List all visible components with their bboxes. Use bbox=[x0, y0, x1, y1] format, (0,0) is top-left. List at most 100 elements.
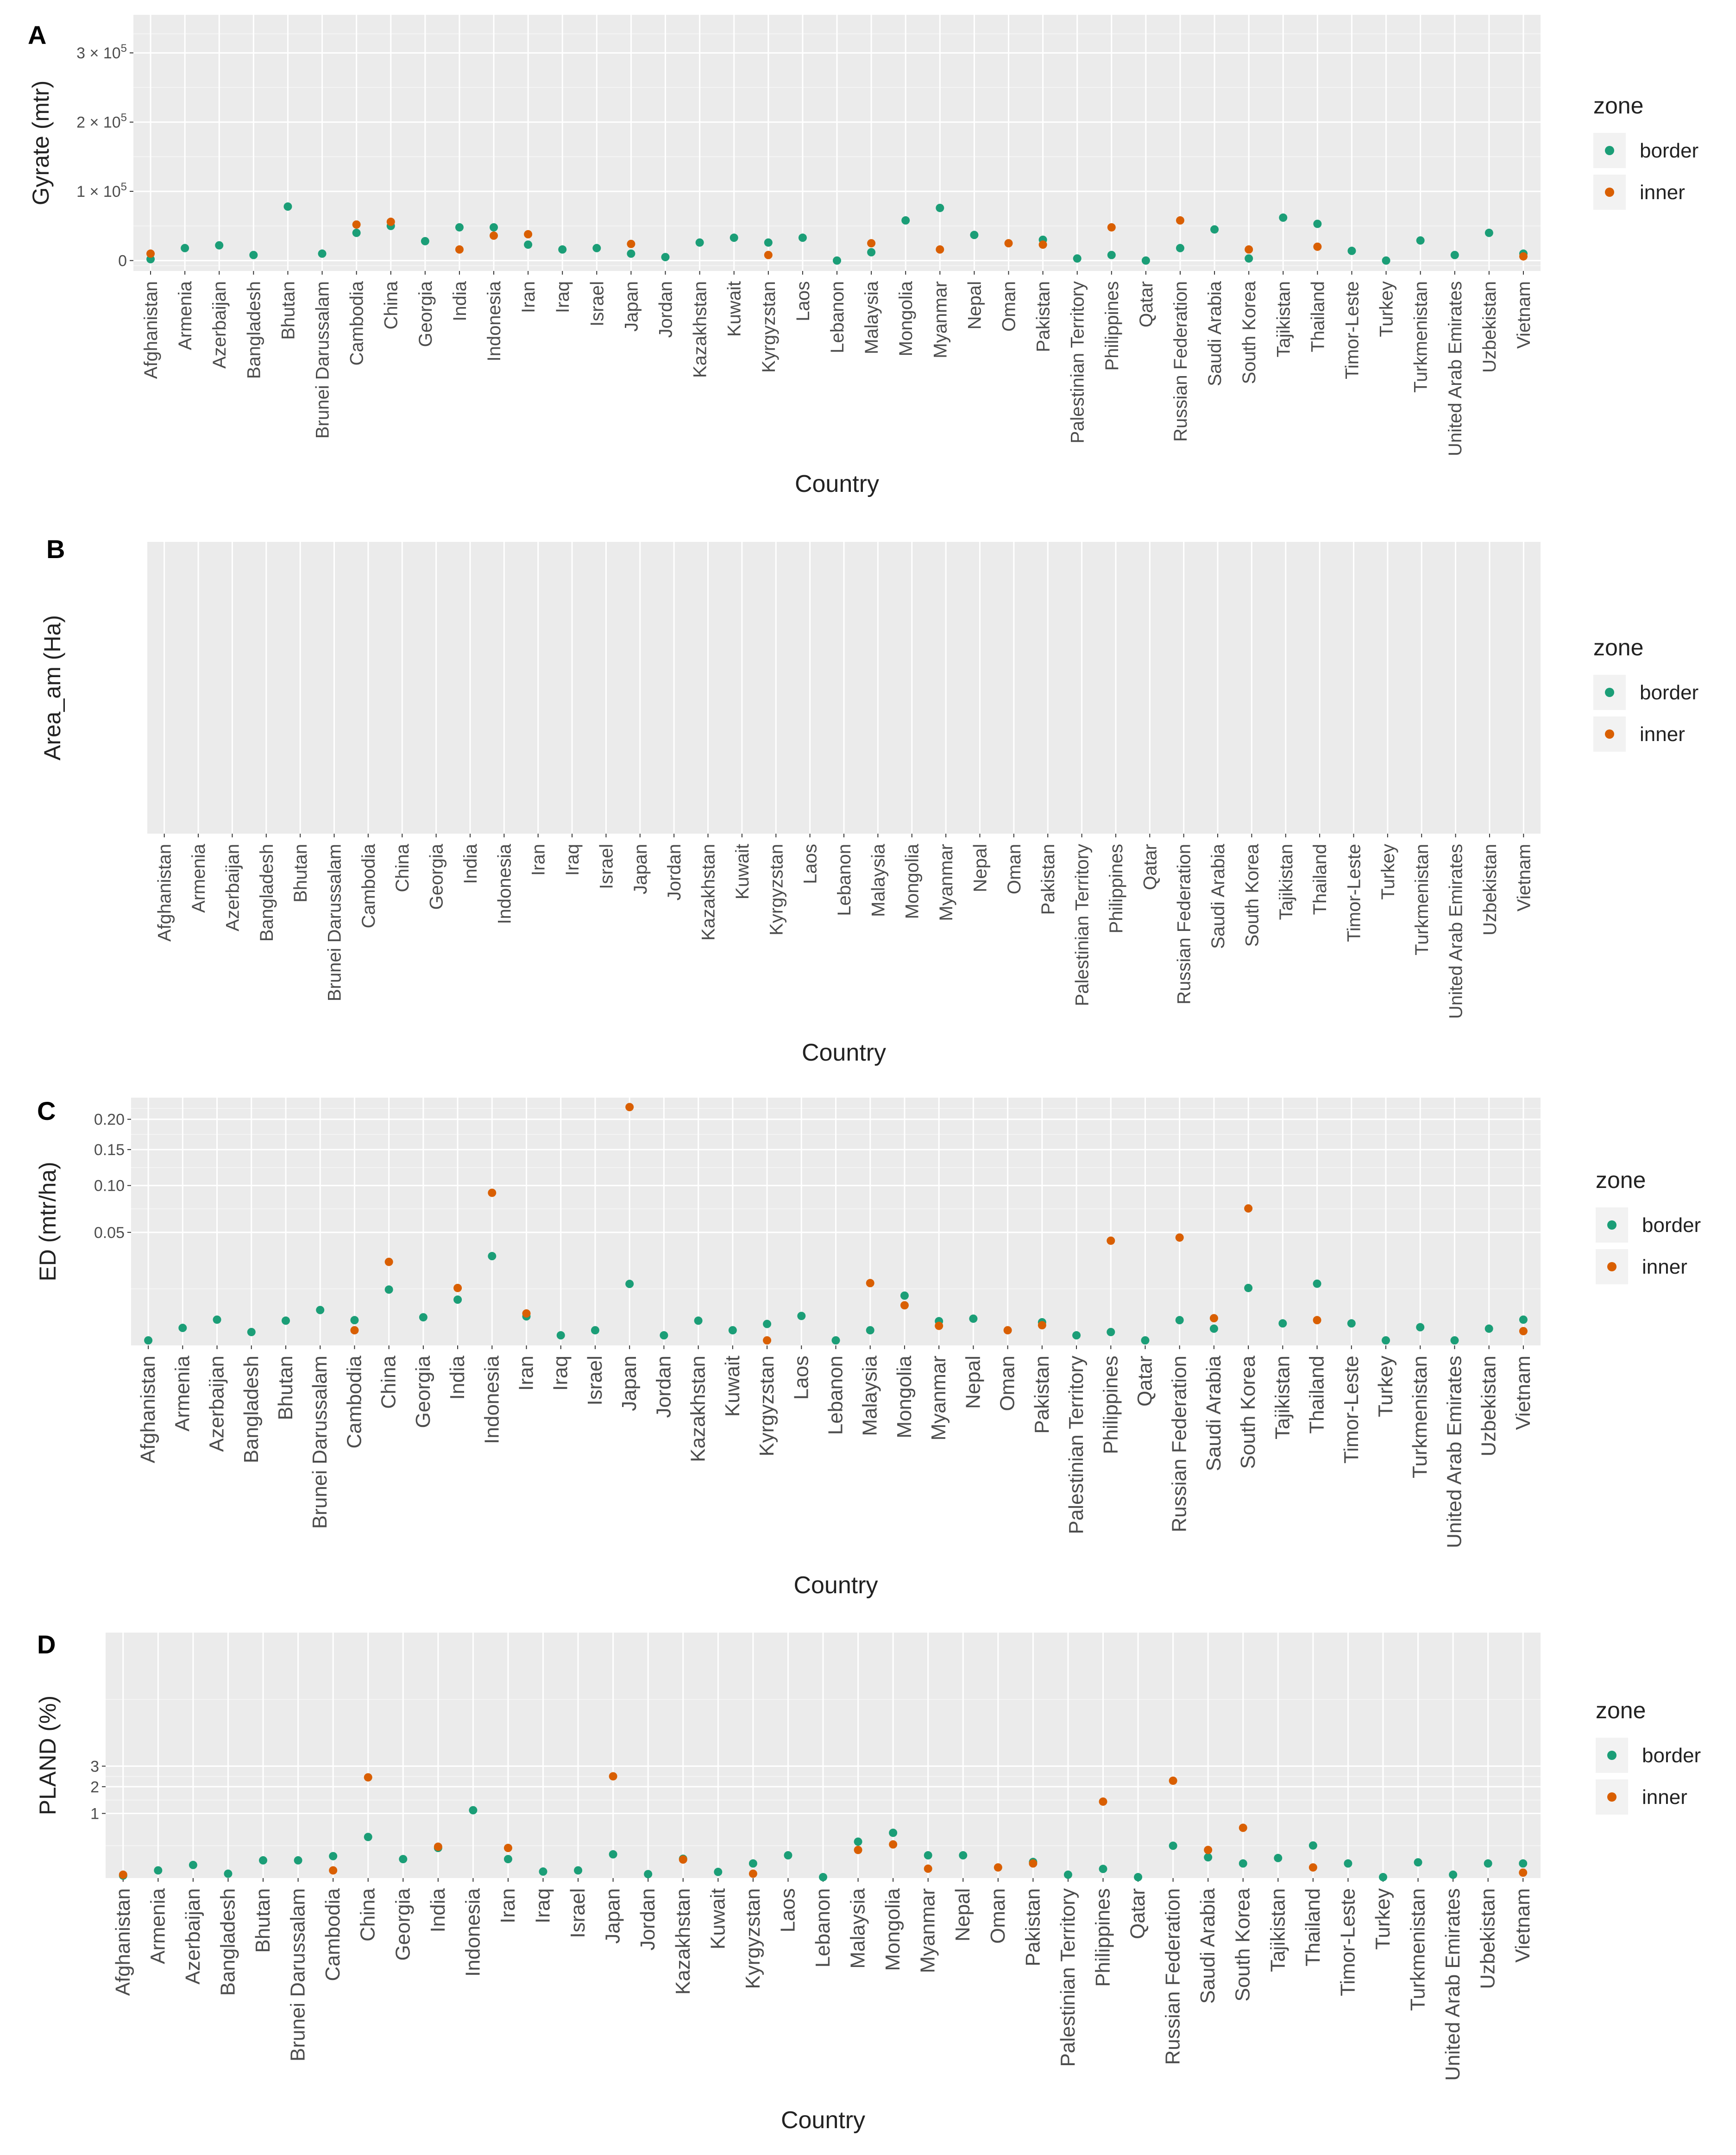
point-inner-afghanistan bbox=[146, 249, 155, 258]
x-tick-label-laos: Laos bbox=[776, 1888, 799, 1932]
point-border-palestinian-territory bbox=[1073, 254, 1082, 263]
x-tick-label-afghanistan: Afghanistan bbox=[112, 1888, 134, 1996]
x-tick-label-iraq: Iraq bbox=[549, 1356, 572, 1391]
legend-title: zone bbox=[1596, 1167, 1646, 1193]
x-tick-label-china: China bbox=[392, 843, 413, 892]
x-tick-label-nepal: Nepal bbox=[964, 281, 985, 330]
x-tick-label-uzbekistan: Uzbekistan bbox=[1479, 281, 1500, 373]
y-tick-label: 0.10 bbox=[94, 1177, 125, 1195]
x-tick-label-tajikistan: Tajikistan bbox=[1266, 1888, 1289, 1972]
x-tick-label-turkey: Turkey bbox=[1377, 281, 1397, 337]
y-tick-label: 0.20 bbox=[94, 1111, 125, 1129]
x-tick-label-pakistan: Pakistan bbox=[1021, 1888, 1044, 1967]
point-border-philippines bbox=[1107, 251, 1116, 259]
x-tick-label-palestinian-territory: Palestinian Territory bbox=[1057, 1888, 1079, 2067]
legend-key-border bbox=[1607, 1751, 1616, 1760]
point-inner-myanmar bbox=[935, 1321, 943, 1330]
point-border-kazakhstan bbox=[695, 238, 704, 247]
x-tick-label-malaysia: Malaysia bbox=[859, 1355, 881, 1436]
x-tick-label-tajikistan: Tajikistan bbox=[1273, 281, 1294, 358]
x-tick-label-iran: Iran bbox=[518, 281, 539, 313]
x-tick-label-brunei-darussalam: Brunei Darussalam bbox=[308, 1356, 331, 1529]
point-border-nepal bbox=[959, 1851, 968, 1860]
x-tick-label-india: India bbox=[450, 281, 470, 321]
x-tick-label-india: India bbox=[427, 1888, 449, 1932]
chart-panel-c: 0.05 0.10 0.15 0.20 Afghanistan Armenia Azerba… bbox=[35, 1096, 1701, 1599]
legend: zone border inner bbox=[1593, 93, 1698, 210]
legend-key-border bbox=[1607, 1220, 1616, 1230]
x-tick-label-pakistan: Pakistan bbox=[1033, 281, 1054, 352]
point-border-georgia bbox=[419, 1313, 428, 1322]
point-border-bhutan bbox=[283, 202, 292, 211]
point-border-palestinian-territory bbox=[1072, 1331, 1081, 1340]
x-tick-label-laos: Laos bbox=[790, 1356, 812, 1400]
x-tick-label-philippines: Philippines bbox=[1106, 844, 1126, 933]
point-inner-cambodia bbox=[350, 1326, 359, 1335]
x-tick-label-russian-federation: Russian Federation bbox=[1168, 1356, 1191, 1533]
point-inner-russian-federation bbox=[1176, 216, 1184, 225]
point-border-kyrgyzstan bbox=[764, 238, 773, 247]
point-border-philippines bbox=[1107, 1328, 1115, 1337]
point-border-kuwait bbox=[730, 233, 738, 242]
x-tick-label-south-korea: South Korea bbox=[1237, 1355, 1259, 1469]
point-border-india bbox=[455, 223, 464, 232]
x-tick-label-thailand: Thailand bbox=[1308, 281, 1328, 352]
point-border-south-korea bbox=[1245, 254, 1253, 263]
x-tick-label-mongolia: Mongolia bbox=[896, 281, 916, 356]
x-tick-label-pakistan: Pakistan bbox=[1038, 844, 1058, 915]
point-border-russian-federation bbox=[1176, 244, 1184, 252]
point-border-indonesia bbox=[490, 223, 498, 232]
x-tick-label-malaysia: Malaysia bbox=[862, 281, 882, 354]
x-tick-label-bhutan: Bhutan bbox=[252, 1888, 274, 1953]
x-tick-label-nepal: Nepal bbox=[970, 844, 990, 892]
x-tick-label-timor-leste: Timor-Leste bbox=[1340, 1356, 1363, 1464]
x-tick-label-turkey: Turkey bbox=[1371, 1888, 1394, 1950]
point-inner-philippines bbox=[1099, 1797, 1107, 1806]
x-tick-label-azerbaijan: Azerbaijan bbox=[222, 844, 243, 931]
point-border-azerbaijan bbox=[189, 1860, 197, 1869]
point-border-vietnam bbox=[1519, 1315, 1528, 1324]
point-border-georgia bbox=[421, 237, 429, 245]
point-border-myanmar bbox=[936, 203, 944, 212]
point-border-qatar bbox=[1141, 256, 1150, 265]
x-tick-label-palestinian-territory: Palestinian Territory bbox=[1065, 1356, 1088, 1534]
x-tick-label-mongolia: Mongolia bbox=[902, 843, 923, 919]
point-border-laos bbox=[784, 1851, 793, 1860]
x-tick-label-myanmar: Myanmar bbox=[917, 1888, 939, 1973]
point-inner-pakistan bbox=[1029, 1859, 1038, 1868]
x-tick-label-israel: Israel bbox=[566, 1888, 589, 1938]
x-axis-title: Country bbox=[802, 1039, 886, 1066]
x-tick-label-vietnam: Vietnam bbox=[1511, 1888, 1534, 1963]
point-border-kyrgyzstan bbox=[748, 1859, 757, 1868]
point-border-armenia bbox=[154, 1866, 163, 1875]
x-tick-label-russian-federation: Russian Federation bbox=[1170, 281, 1191, 442]
point-border-malaysia bbox=[867, 248, 876, 257]
x-tick-label-south-korea: South Korea bbox=[1242, 843, 1262, 947]
point-border-azerbaijan bbox=[213, 1315, 221, 1324]
x-tick-label-japan: Japan bbox=[618, 1356, 641, 1411]
x-tick-label-jordan: Jordan bbox=[656, 281, 676, 338]
x-tick-label-cambodia: Cambodia bbox=[359, 843, 379, 928]
x-tick-label-tajikistan: Tajikistan bbox=[1276, 844, 1296, 920]
point-inner-kyrgyzstan bbox=[764, 251, 773, 259]
x-tick-label-kuwait: Kuwait bbox=[721, 1356, 744, 1417]
point-inner-indonesia bbox=[488, 1188, 497, 1197]
point-border-brunei-darussalam bbox=[318, 249, 327, 258]
point-border-china bbox=[364, 1833, 372, 1841]
point-border-kuwait bbox=[728, 1326, 737, 1335]
x-tick-label-lebanon: Lebanon bbox=[834, 844, 855, 916]
x-tick-label-iran: Iran bbox=[515, 1356, 538, 1391]
x-tick-label-india: India bbox=[460, 843, 481, 884]
point-border-jordan bbox=[660, 1331, 668, 1340]
point-border-armenia bbox=[181, 244, 189, 252]
chart-panel-a: 0 1 × 105 2 × 105 3 × 105 Afghanistan Armenia… bbox=[28, 15, 1698, 497]
x-tick-label-myanmar: Myanmar bbox=[927, 1356, 950, 1440]
x-tick-label-turkmenistan: Turkmenistan bbox=[1411, 281, 1431, 393]
x-tick-label-kyrgyzstan: Kyrgyzstan bbox=[766, 844, 786, 936]
x-tick-label-myanmar: Myanmar bbox=[936, 844, 956, 921]
chart-panel-b: 2 × 1074 × 1076 × 107AfghanistanArmeniaA… bbox=[39, 534, 1698, 1066]
x-tick-label-oman: Oman bbox=[1004, 844, 1025, 894]
x-tick-label-iran: Iran bbox=[497, 1888, 519, 1923]
point-inner-thailand bbox=[1313, 242, 1322, 251]
point-border-thailand bbox=[1313, 220, 1322, 228]
